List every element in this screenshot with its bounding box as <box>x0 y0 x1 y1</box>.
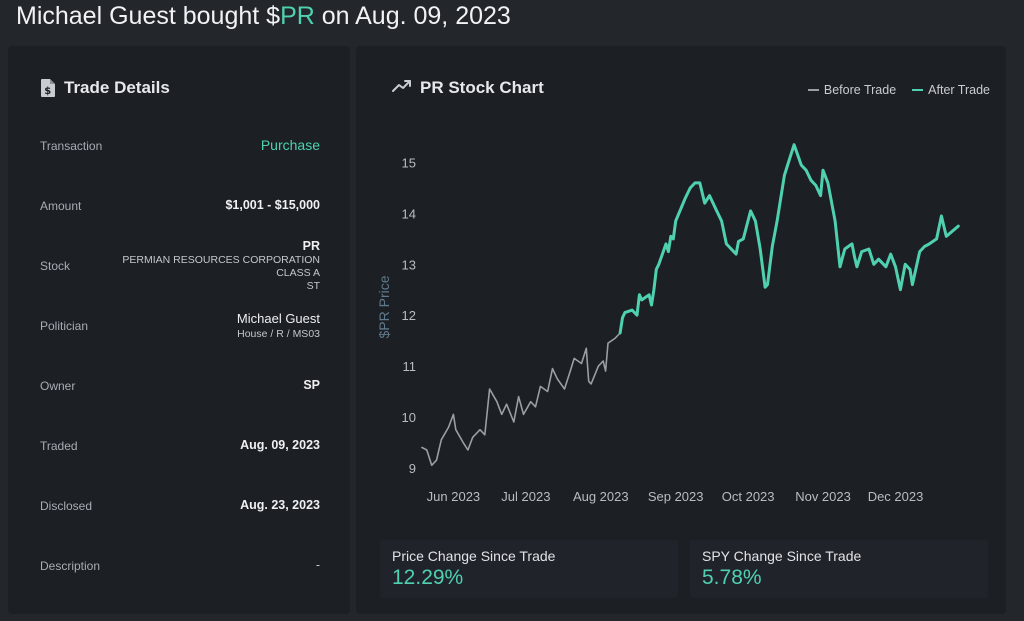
x-tick-label: Jun 2023 <box>427 489 481 504</box>
legend-label-before: Before Trade <box>823 83 897 97</box>
stock-chart-panel: PR Stock Chart Before Trade After Trade … <box>356 46 1006 614</box>
trade-details-panel: $ Trade Details Transaction Purchase Amo… <box>8 46 350 614</box>
spy-change-card: SPY Change Since Trade 5.78% <box>690 540 988 598</box>
amount-value: $1,001 - $15,000 <box>225 198 320 213</box>
owner-label: Owner <box>40 379 76 393</box>
description-value: - <box>315 558 320 573</box>
politician-label: Politician <box>40 319 89 333</box>
trade-details-title: $ Trade Details <box>40 78 170 98</box>
legend-label-after: After Trade <box>928 83 990 97</box>
politician-value: Michael Guest House / R / MS03 <box>237 311 320 340</box>
description-label: Description <box>40 559 101 573</box>
headline-suffix: on Aug. 09, 2023 <box>314 2 511 30</box>
after-trade-series-line[interactable] <box>618 143 960 335</box>
spy-change-label: SPY Change Since Trade <box>702 548 862 564</box>
stock-label: Stock <box>40 259 71 273</box>
x-tick-label: Oct 2023 <box>722 489 775 504</box>
stock-name-line-2: CLASS A <box>276 267 320 280</box>
y-axis-label: $PR Price <box>376 275 392 338</box>
svg-text:$: $ <box>44 86 51 97</box>
trending-up-icon <box>392 78 412 98</box>
price-line-chart[interactable]: 9 10 11 12 13 14 15 Jun 2023 Jul 2023 Aug 2023 Sep… <box>356 46 1006 526</box>
y-tick-label: 13 <box>402 257 416 272</box>
legend-swatch-after <box>912 89 924 91</box>
y-tick-label: 12 <box>402 308 416 323</box>
y-tick-label: 10 <box>402 410 416 425</box>
transaction-label: Transaction <box>40 139 103 153</box>
headline-ticker-link[interactable]: PR <box>280 2 315 30</box>
y-tick-label: 11 <box>403 359 417 374</box>
detail-row-traded: Traded Aug. 09, 2023 <box>40 416 320 476</box>
legend-swatch-before <box>807 89 819 91</box>
stock-name-line-1: PERMIAN RESOURCES CORPORATION <box>122 254 320 267</box>
stock-chart-title: PR Stock Chart <box>392 78 544 98</box>
detail-row-stock: Stock PR PERMIAN RESOURCES CORPORATION C… <box>40 236 320 296</box>
detail-row-amount: Amount $1,001 - $15,000 <box>40 176 320 236</box>
x-tick-label: Dec 2023 <box>868 489 924 504</box>
y-tick-label: 9 <box>409 461 416 476</box>
detail-row-owner: Owner SP <box>40 356 320 416</box>
politician-sub: House / R / MS03 <box>237 327 320 340</box>
traded-label: Traded <box>40 439 78 453</box>
stock-ticker-link[interactable]: PR <box>302 238 320 253</box>
chart-legend: Before Trade After Trade <box>807 83 990 97</box>
y-tick-label: 15 <box>402 156 416 171</box>
detail-row-disclosed: Disclosed Aug. 23, 2023 <box>40 476 320 536</box>
before-trade-series-line[interactable] <box>421 332 621 467</box>
traded-value: Aug. 09, 2023 <box>240 438 320 453</box>
legend-item-after[interactable]: After Trade <box>912 83 990 97</box>
owner-value: SP <box>303 378 320 393</box>
detail-row-politician: Politician Michael Guest House / R / MS0… <box>40 296 320 356</box>
stock-name-line-3: ST <box>306 280 320 293</box>
spy-change-value: 5.78% <box>702 566 762 589</box>
x-tick-label: Aug 2023 <box>573 489 629 504</box>
price-change-value: 12.29% <box>392 566 464 589</box>
legend-item-before[interactable]: Before Trade <box>807 83 897 97</box>
amount-label: Amount <box>40 199 82 213</box>
disclosed-label: Disclosed <box>40 499 93 513</box>
stock-chart-title-text: PR Stock Chart <box>420 78 544 97</box>
detail-row-description: Description - <box>40 536 320 596</box>
x-tick-label: Sep 2023 <box>648 489 704 504</box>
politician-name-link[interactable]: Michael Guest <box>236 311 320 327</box>
y-tick-label: 14 <box>402 206 416 221</box>
trade-details-title-text: Trade Details <box>64 78 170 97</box>
price-change-card: Price Change Since Trade 12.29% <box>380 540 678 598</box>
disclosed-value: Aug. 23, 2023 <box>240 498 320 513</box>
x-tick-label: Jul 2023 <box>501 489 550 504</box>
x-tick-label: Nov 2023 <box>795 489 851 504</box>
transaction-value: Purchase <box>260 137 320 154</box>
headline-prefix: Michael Guest bought $ <box>16 2 281 30</box>
stock-value: PR PERMIAN RESOURCES CORPORATION CLASS A… <box>122 239 320 294</box>
file-dollar-icon: $ <box>40 79 56 97</box>
detail-row-transaction: Transaction Purchase <box>40 116 320 176</box>
price-change-label: Price Change Since Trade <box>392 548 556 564</box>
page-headline: Michael Guest bought $PR on Aug. 09, 202… <box>16 2 511 31</box>
